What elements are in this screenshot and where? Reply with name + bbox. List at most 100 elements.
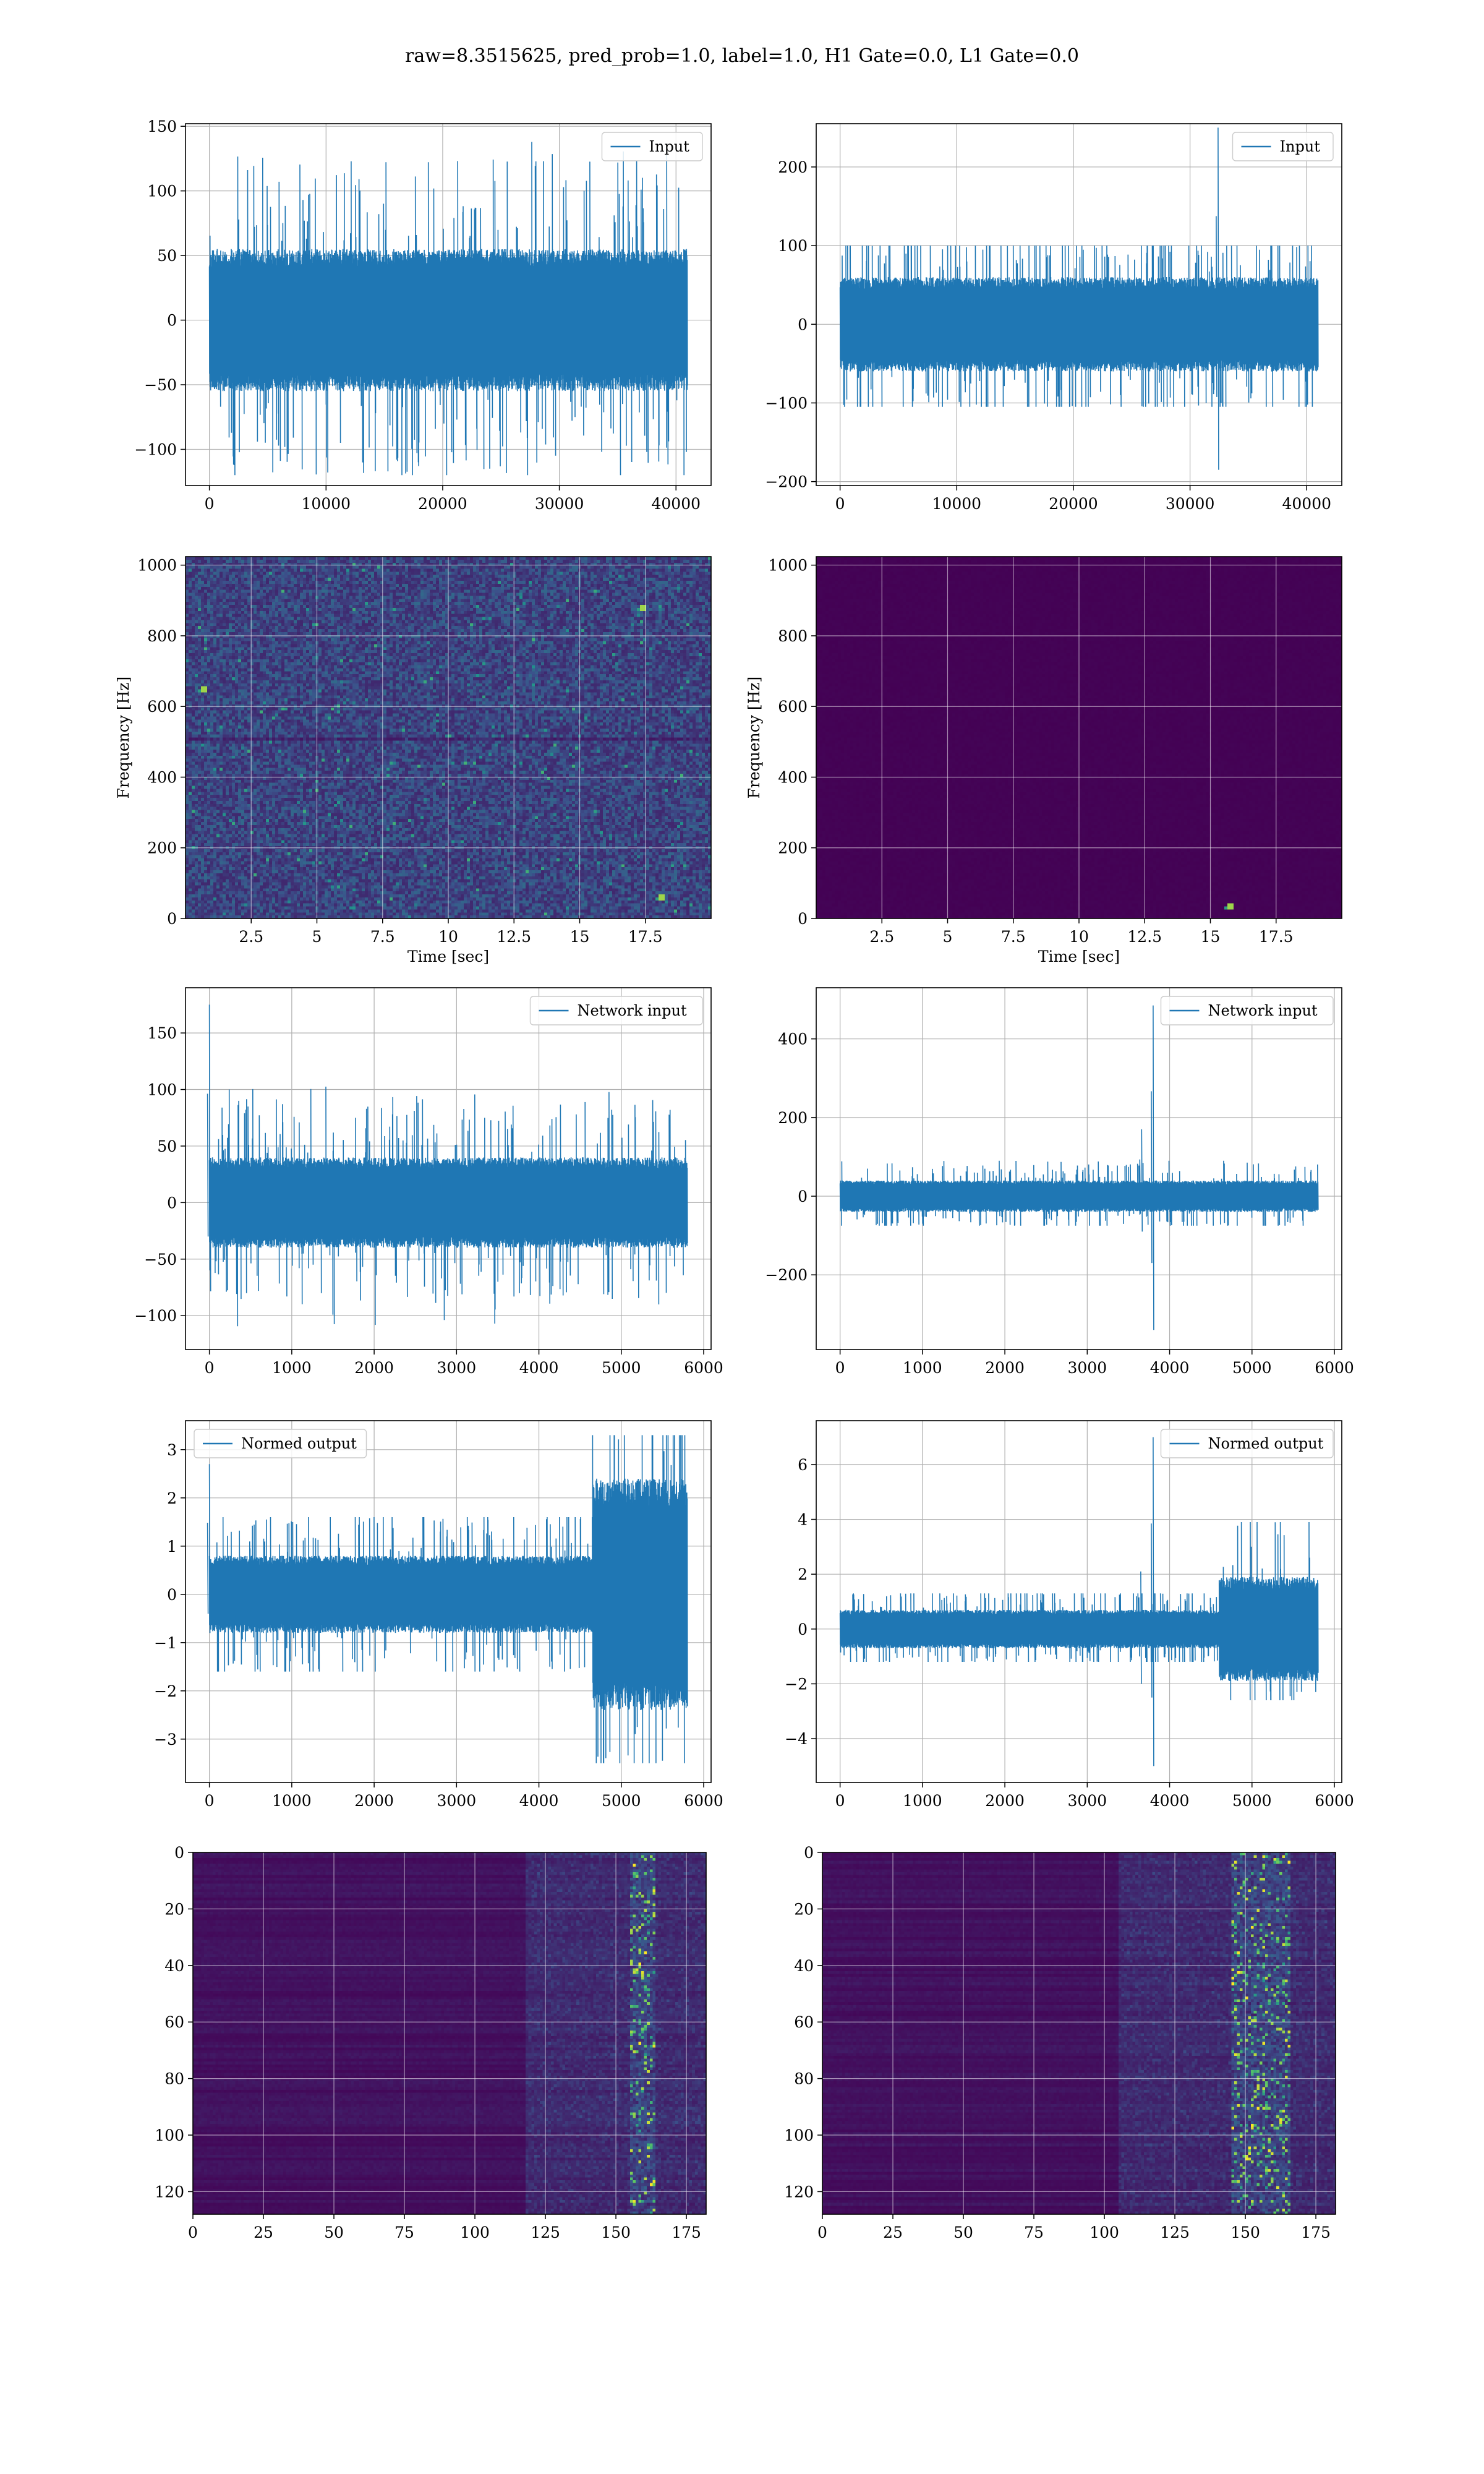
y-tick-label: 50 — [157, 247, 177, 265]
x-tick-label: 4000 — [519, 1792, 559, 1810]
x-tick-label: 30000 — [535, 495, 584, 513]
y-tick-label: 1000 — [137, 557, 177, 575]
y-tick-label: 100 — [155, 2126, 184, 2144]
y-tick-label: 200 — [778, 158, 808, 176]
feature-map-image — [822, 1852, 1336, 2214]
x-tick-label: 6000 — [684, 1792, 723, 1810]
series-line — [839, 127, 1319, 470]
x-tick-label: 25 — [883, 2224, 903, 2241]
series-line — [839, 1437, 1319, 1766]
y-tick-label: 400 — [778, 768, 808, 786]
y-tick-label: 100 — [147, 1081, 177, 1099]
x-tick-label: 150 — [601, 2224, 631, 2241]
y-axis-label: Frequency [Hz] — [745, 677, 763, 799]
x-tick-label: 0 — [835, 495, 845, 513]
legend-box — [1160, 1429, 1334, 1458]
x-tick-label: 40000 — [1282, 495, 1331, 513]
axes-frame — [185, 123, 712, 486]
y-axis-label: Frequency [Hz] — [114, 677, 132, 799]
x-tick-label: 2000 — [354, 1359, 394, 1377]
x-tick-label: 20000 — [418, 495, 467, 513]
x-axis-label: Time [sec] — [407, 948, 489, 965]
legend-box — [601, 132, 703, 161]
x-tick-label: 1000 — [272, 1792, 312, 1810]
axes-frame — [185, 987, 712, 1350]
subplot-p6: 0 1000 2000 3000 4000 5000 6000 −200 0 200 400 Netw… — [765, 987, 1354, 1377]
y-tick-label: 3 — [167, 1441, 177, 1459]
x-tick-label: 0 — [835, 1359, 845, 1377]
axes-frame — [816, 1420, 1342, 1783]
y-tick-label: −100 — [765, 394, 808, 412]
x-tick-label: 0 — [205, 495, 215, 513]
y-tick-label: 6 — [798, 1456, 808, 1474]
x-tick-label: 10000 — [302, 495, 351, 513]
x-tick-label: 100 — [1090, 2224, 1119, 2241]
y-tick-label: 4 — [798, 1511, 808, 1529]
legend-label: Network input — [578, 1002, 687, 1019]
x-tick-label: 5 — [312, 928, 322, 946]
x-tick-label: 0 — [205, 1792, 215, 1810]
x-tick-label: 15 — [1201, 928, 1221, 946]
x-tick-label: 50 — [324, 2224, 344, 2241]
x-tick-label: 12.5 — [497, 928, 531, 946]
x-tick-label: 20000 — [1049, 495, 1098, 513]
x-tick-label: 150 — [1230, 2224, 1260, 2241]
x-axis-label: Time [sec] — [1038, 948, 1120, 965]
x-tick-label: 30000 — [1166, 495, 1215, 513]
subplot-p5: 0 1000 2000 3000 4000 5000 6000 −100 −50 0 50 100 15… — [134, 987, 723, 1377]
y-tick-label: −200 — [765, 473, 808, 491]
x-tick-label: 75 — [394, 2224, 414, 2241]
y-tick-label: 400 — [147, 768, 177, 786]
y-tick-label: 50 — [157, 1137, 177, 1155]
y-tick-label: 0 — [167, 910, 177, 928]
axes-frame — [816, 123, 1342, 486]
y-tick-label: 0 — [798, 1620, 808, 1638]
x-tick-label: 17.5 — [628, 928, 663, 946]
x-tick-label: 5 — [943, 928, 953, 946]
legend-box — [1232, 132, 1334, 161]
x-tick-label: 15 — [570, 928, 590, 946]
y-tick-label: 100 — [147, 182, 177, 200]
x-tick-label: 12.5 — [1127, 928, 1162, 946]
legend: Input — [601, 132, 703, 161]
y-tick-label: 120 — [155, 2183, 184, 2201]
y-tick-label: 150 — [147, 118, 177, 135]
axes-frame — [822, 1852, 1336, 2215]
legend-label: Input — [649, 138, 690, 155]
y-tick-label: 0 — [167, 312, 177, 330]
x-tick-label: 5000 — [602, 1792, 641, 1810]
legend: Normed output — [194, 1429, 367, 1458]
y-tick-label: 0 — [167, 1586, 177, 1604]
x-tick-label: 4000 — [519, 1359, 559, 1377]
y-tick-label: 120 — [784, 2183, 814, 2201]
x-tick-label: 0 — [205, 1359, 215, 1377]
x-tick-label: 10 — [1069, 928, 1089, 946]
y-tick-label: 0 — [167, 1194, 177, 1212]
y-tick-label: 0 — [798, 1188, 808, 1205]
x-tick-label: 1000 — [903, 1359, 942, 1377]
x-tick-label: 2000 — [985, 1792, 1025, 1810]
y-tick-label: 0 — [798, 910, 808, 928]
subplot-p4: 2.5 5 7.5 10 12.5 15 17.5 0 200 400 600 800 1000 Time… — [745, 556, 1342, 965]
x-tick-label: 5000 — [1232, 1359, 1272, 1377]
y-tick-label: 20 — [164, 1900, 184, 1918]
legend: Input — [1232, 132, 1334, 161]
axes-frame — [816, 987, 1342, 1350]
y-tick-label: −2 — [154, 1682, 177, 1700]
y-tick-label: 2 — [798, 1565, 808, 1583]
y-tick-label: 200 — [147, 839, 177, 857]
x-tick-label: 2000 — [354, 1792, 394, 1810]
y-tick-label: 20 — [794, 1900, 814, 1918]
x-tick-label: 3000 — [437, 1359, 477, 1377]
subplot-p3: 2.5 5 7.5 10 12.5 15 17.5 0 200 400 600 800 1000 Time… — [114, 556, 712, 965]
x-tick-label: 25 — [254, 2224, 273, 2241]
x-tick-label: 1000 — [903, 1792, 942, 1810]
y-tick-label: 150 — [147, 1024, 177, 1042]
legend-label: Normed output — [241, 1435, 357, 1452]
legend: Network input — [529, 996, 703, 1025]
x-tick-label: 4000 — [1150, 1792, 1190, 1810]
y-tick-label: 60 — [794, 2013, 814, 2031]
y-tick-label: 200 — [778, 839, 808, 857]
x-tick-label: 1000 — [272, 1359, 312, 1377]
